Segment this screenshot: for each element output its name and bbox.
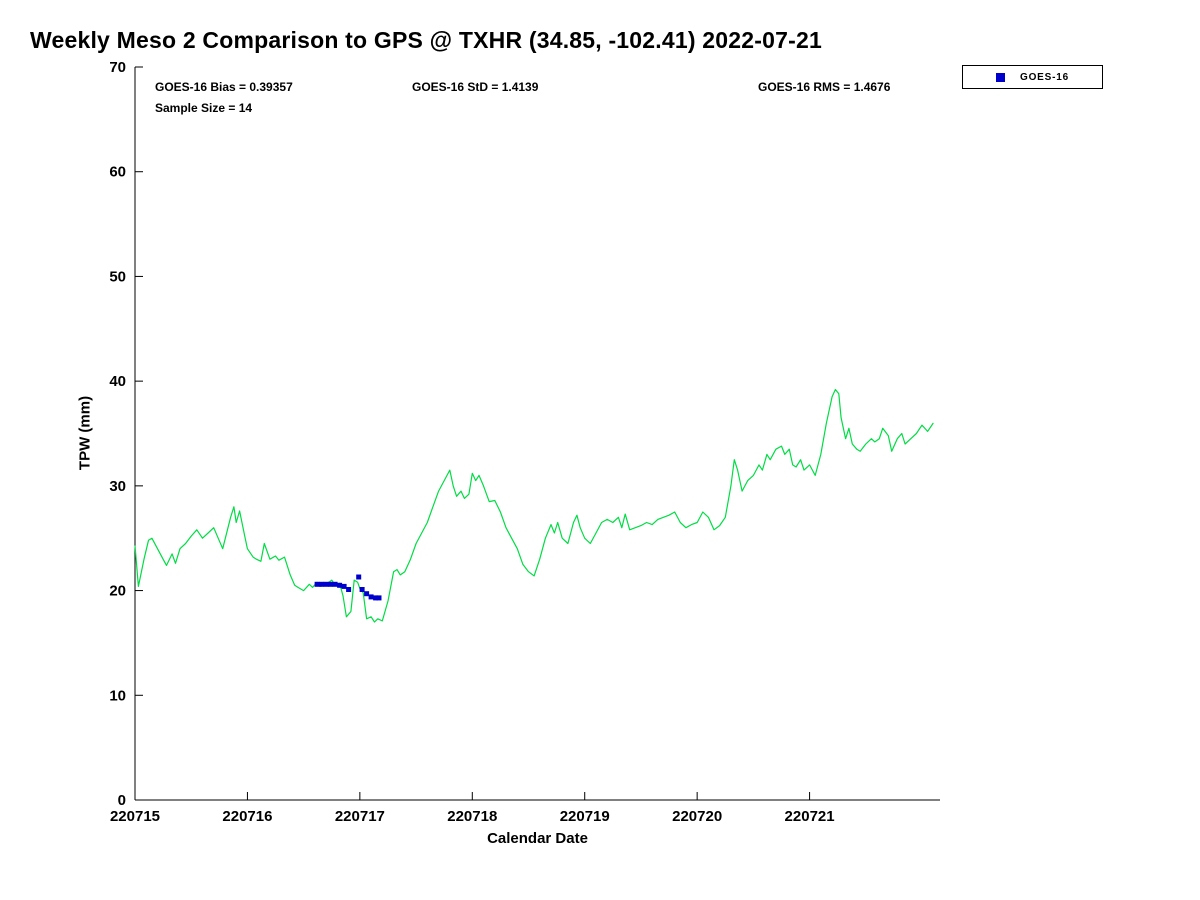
x-tick-label: 220721: [785, 808, 835, 825]
goes16-marker: [373, 595, 379, 601]
legend: GOES-16: [962, 65, 1103, 89]
goes16-marker: [323, 581, 329, 587]
goes16-marker: [359, 587, 365, 592]
x-tick-label: 220718: [447, 808, 497, 825]
goes16-marker: [319, 581, 325, 587]
goes16-marker: [368, 594, 374, 600]
y-tick-label: 70: [109, 59, 126, 76]
gps-line: [134, 388, 934, 623]
x-tick-label: 220716: [222, 808, 272, 825]
goes16-marker: [364, 591, 370, 597]
x-tick-label: 220719: [560, 808, 610, 825]
goes16-marker: [328, 581, 334, 587]
x-tick-label: 220720: [672, 808, 722, 825]
goes16-marker: [337, 582, 343, 588]
goes16-marker: [346, 587, 352, 592]
stat-std: GOES-16 StD = 1.4139: [412, 80, 539, 94]
stat-sample-size: Sample Size = 14: [155, 101, 253, 115]
y-tick-label: 10: [109, 687, 126, 704]
legend-label: GOES-16: [1020, 71, 1069, 83]
stat-rms: GOES-16 RMS = 1.4676: [758, 80, 891, 94]
x-tick-label: 220717: [335, 808, 385, 825]
goes16-marker: [356, 574, 362, 580]
y-tick-label: 40: [109, 373, 126, 390]
x-tick-label: 220715: [110, 808, 160, 825]
x-axis-label: Calendar Date: [487, 830, 588, 847]
y-tick-label: 30: [109, 478, 126, 495]
goes16-marker: [376, 595, 382, 601]
y-tick-label: 0: [118, 792, 126, 809]
y-tick-label: 20: [109, 583, 126, 600]
goes16-marker: [332, 581, 338, 587]
y-tick-label: 60: [109, 164, 126, 181]
chart-title: Weekly Meso 2 Comparison to GPS @ TXHR (…: [30, 27, 822, 53]
goes16-marker-icon: [996, 72, 1005, 82]
stat-bias: GOES-16 Bias = 0.39357: [155, 80, 293, 94]
goes16-marker: [341, 583, 347, 589]
y-tick-label: 50: [109, 268, 126, 285]
goes16-marker: [314, 581, 320, 587]
